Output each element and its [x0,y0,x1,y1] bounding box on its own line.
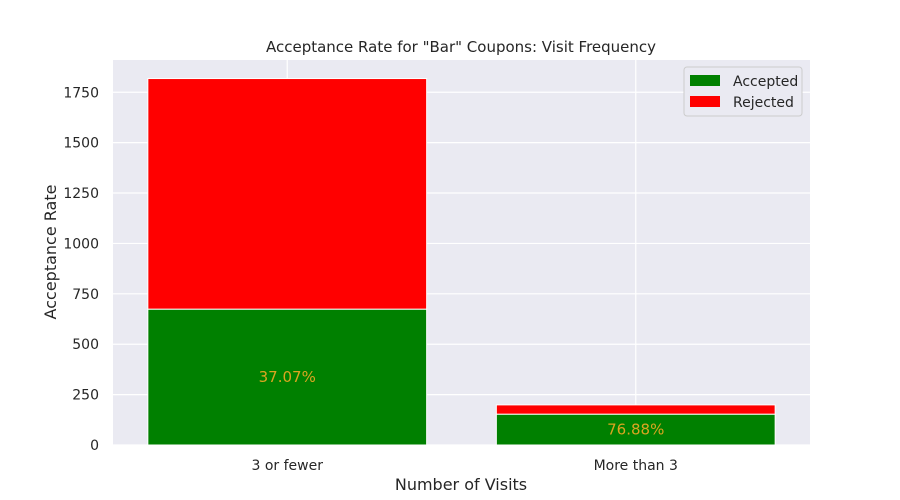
data-label-1: 76.88% [607,421,664,439]
legend-swatch-accepted [690,75,720,86]
y-tick-label-4: 1000 [63,236,99,252]
bars [147,78,776,446]
chart-title: Acceptance Rate for "Bar" Coupons: Visit… [266,38,656,56]
bar-accepted-0 [147,308,428,446]
y-tick-label-3: 750 [72,287,99,303]
y-tick-label-6: 1500 [63,136,99,152]
bar-rejected-0 [147,78,428,310]
legend-label-accepted: Accepted [733,74,798,90]
bar-rejected-1 [495,404,776,415]
y-tick-label-2: 500 [72,337,99,353]
y-tick-label-5: 1250 [63,186,99,202]
legend: Accepted Rejected [683,66,803,117]
y-tick-labels: 0 250 500 750 1000 1250 1500 1750 [63,85,99,454]
bar-accepted-1 [495,413,776,446]
legend-swatch-rejected [690,96,720,107]
data-label-0: 37.07% [259,368,316,386]
x-tick-labels: 3 or fewer More than 3 [252,458,678,474]
y-tick-label-0: 0 [90,438,99,454]
legend-label-rejected: Rejected [733,95,794,111]
x-axis-label: Number of Visits [395,475,527,494]
y-tick-label-7: 1750 [63,85,99,101]
y-axis-label: Acceptance Rate [41,185,60,320]
data-labels: 37.07% 76.88% [259,368,665,439]
x-tick-label-0: 3 or fewer [252,458,324,474]
x-tick-label-1: More than 3 [594,458,678,474]
y-tick-label-1: 250 [72,388,99,404]
